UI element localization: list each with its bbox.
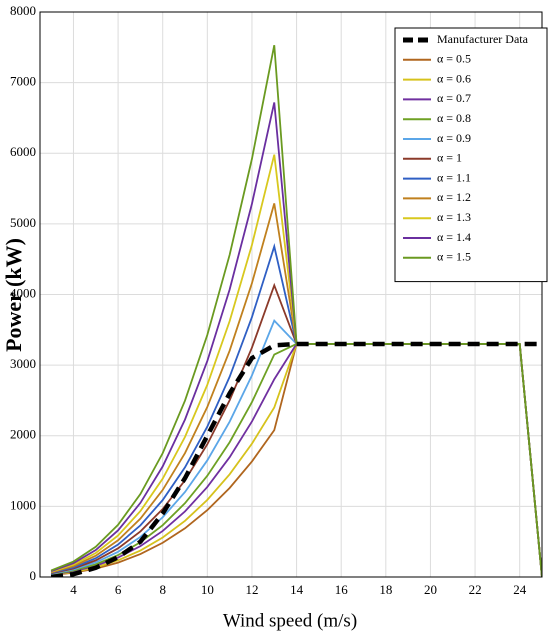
legend-label: α = 1.5 [437, 250, 471, 264]
x-tick-label: 24 [513, 582, 527, 597]
legend-box [394, 27, 548, 283]
legend-label: α = 0.6 [437, 71, 471, 85]
x-tick-label: 4 [70, 582, 77, 597]
y-tick-label: 2000 [10, 427, 36, 442]
y-tick-label: 5000 [10, 215, 36, 230]
legend-label: α = 1.3 [437, 210, 471, 224]
y-tick-label: 6000 [10, 144, 36, 159]
y-tick-label: 7000 [10, 74, 36, 89]
x-tick-label: 18 [379, 582, 392, 597]
legend-label: α = 0.7 [437, 91, 471, 105]
x-tick-label: 12 [245, 582, 258, 597]
y-axis-label: Power (kW) [1, 238, 26, 352]
legend-label: α = 1 [437, 151, 462, 165]
x-tick-label: 16 [335, 582, 349, 597]
legend-label: α = 0.5 [437, 52, 471, 66]
y-tick-label: 4000 [10, 285, 36, 300]
series-line [50, 341, 542, 577]
x-tick-label: 20 [424, 582, 437, 597]
x-tick-label: 14 [290, 582, 304, 597]
x-tick-label: 22 [469, 582, 482, 597]
legend-label: α = 0.8 [437, 111, 471, 125]
legend-label: α = 1.1 [437, 170, 471, 184]
plot-frame [39, 11, 543, 578]
y-tick-label: 8000 [10, 3, 36, 18]
y-tick-label: 0 [30, 568, 37, 583]
y-tick-label: 1000 [10, 497, 36, 512]
y-tick-label: 3000 [10, 356, 36, 371]
legend-label: α = 0.9 [437, 131, 471, 145]
x-tick-label: 10 [201, 582, 214, 597]
x-axis-label: Wind speed (m/s) [223, 610, 357, 631]
legend-label: α = 1.2 [437, 190, 471, 204]
legend-label: α = 1.4 [437, 230, 471, 244]
x-tick-label: 8 [159, 582, 166, 597]
legend-label: Manufacturer Data [437, 32, 529, 46]
x-tick-label: 6 [115, 582, 122, 597]
